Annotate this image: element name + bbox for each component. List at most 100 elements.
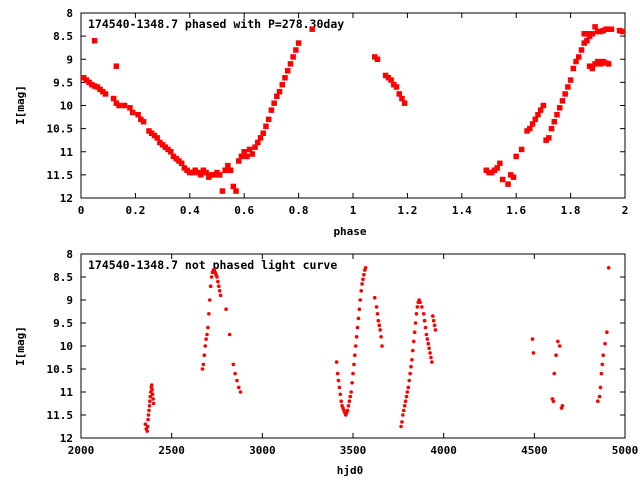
data-point [209, 275, 214, 279]
data-point [406, 385, 411, 390]
data-point [338, 392, 343, 397]
data-point [204, 337, 208, 341]
data-point [540, 102, 547, 109]
data-point [407, 378, 412, 383]
data-point [352, 362, 356, 367]
y-tick-label: 8.5 [53, 271, 73, 284]
data-point [351, 371, 355, 376]
data-point [424, 332, 429, 337]
data-point [426, 341, 431, 346]
phased-light-curve-chart: 174540-1348.7 phased with P=278.30day ph… [14, 7, 628, 238]
y-tick-label: 12 [60, 192, 73, 205]
data-point [573, 58, 579, 65]
data-point [374, 56, 381, 62]
data-point [562, 91, 568, 97]
chart-title: 174540-1348.7 not phased light curve [88, 258, 337, 272]
data-point [430, 314, 435, 318]
data-point [127, 105, 133, 111]
data-point [411, 348, 415, 353]
data-point [554, 112, 560, 118]
data-point [393, 84, 400, 90]
x-tick-label: 4500 [521, 444, 548, 457]
y-tick-label: 9.5 [53, 317, 73, 330]
data-point [337, 385, 342, 390]
axis-ticks: 0 0.2 0.4 0.6 0.8 1 1.2 1.4 1.6 1.8 2 8 8.5 9 9.5 10 10.… [47, 7, 629, 217]
data-point [513, 153, 519, 160]
data-point [548, 125, 555, 132]
data-point [354, 335, 359, 339]
data-point [200, 367, 205, 371]
data-point [227, 167, 234, 173]
data-point [334, 360, 339, 364]
data-point [601, 353, 606, 358]
data-point [361, 277, 365, 282]
y-tick-label: 10.5 [47, 363, 74, 376]
data-point [201, 362, 206, 367]
data-point [276, 88, 283, 95]
data-point [499, 176, 506, 183]
y-tick-label: 12 [60, 432, 73, 445]
data-point [409, 364, 413, 369]
data-point [429, 355, 433, 360]
data-point [357, 307, 362, 312]
data-point [412, 330, 417, 335]
data-point [279, 81, 286, 88]
plot-frame [80, 253, 626, 439]
data-point [379, 335, 383, 339]
data-point [290, 54, 296, 60]
data-point [154, 135, 160, 141]
data-point [216, 172, 223, 178]
data-point [129, 109, 136, 116]
x-tick-label: 1.6 [506, 204, 526, 217]
data-point [236, 385, 241, 390]
data-point [347, 399, 352, 404]
data-point [402, 404, 407, 408]
data-point [233, 371, 237, 376]
data-point [376, 318, 381, 323]
data-point [410, 358, 414, 362]
data-point [422, 318, 427, 323]
data-point [551, 118, 558, 125]
data-point [260, 130, 266, 136]
data-point [374, 305, 379, 309]
unphased-light-curve-chart: 174540-1348.7 not phased light curve hjd… [14, 248, 638, 477]
data-point [217, 284, 221, 289]
data-point [203, 169, 209, 176]
data-point [606, 266, 611, 270]
data-point [287, 61, 294, 67]
data-point [219, 188, 226, 194]
y-tick-label: 10.5 [47, 123, 74, 136]
data-point [231, 362, 236, 367]
data-point [388, 77, 394, 83]
data-point [432, 323, 437, 328]
x-tick-label: 4000 [430, 444, 457, 457]
data-point [284, 68, 291, 74]
data-point [372, 295, 377, 300]
data-point [433, 328, 438, 332]
data-point [208, 284, 213, 289]
data-point [597, 394, 602, 399]
data-point [584, 31, 590, 37]
data-points [80, 24, 626, 194]
data-point [418, 300, 422, 305]
data-point [236, 158, 242, 164]
data-point [218, 293, 223, 298]
data-point [414, 312, 419, 316]
data-point [428, 351, 432, 355]
data-point [589, 31, 596, 37]
data-point [91, 38, 98, 44]
data-point [202, 353, 207, 358]
data-point [413, 321, 418, 325]
data-point [145, 429, 149, 433]
x-tick-label: 0.6 [234, 204, 254, 217]
data-point [113, 63, 120, 69]
data-point [497, 160, 503, 167]
data-point [110, 95, 117, 102]
y-tick-label: 8 [66, 7, 73, 20]
data-point [257, 135, 264, 141]
data-point [274, 93, 280, 99]
data-point [102, 91, 109, 97]
data-point [349, 390, 353, 394]
data-point [565, 84, 571, 90]
